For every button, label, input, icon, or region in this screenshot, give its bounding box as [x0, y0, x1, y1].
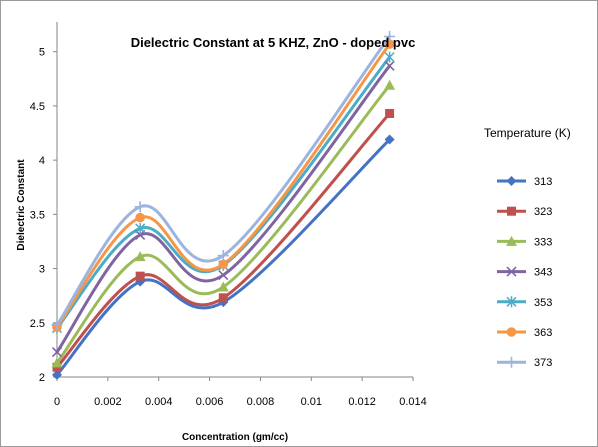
legend-label-333: 333	[534, 236, 552, 248]
legend-label-373: 373	[534, 357, 552, 369]
data-point-333	[217, 281, 229, 292]
data-point-353	[135, 222, 146, 234]
data-point-353	[384, 51, 395, 63]
legend-marker-353	[506, 296, 517, 308]
legend-marker-363	[506, 327, 517, 337]
series-line-343	[55, 64, 392, 354]
data-point-313	[52, 369, 62, 380]
y-tick-label: 4.5	[30, 101, 45, 113]
data-point-333	[134, 251, 146, 262]
legend-marker-313	[506, 176, 517, 186]
series-line-353	[55, 55, 392, 330]
legend: 313 323 333 343 353 363 373	[497, 176, 552, 369]
x-axis-title: Concentration (gm/cc)	[182, 432, 288, 443]
legend-label-353: 353	[534, 297, 552, 309]
data-point-333	[384, 79, 396, 90]
legend-title: Temperature (K)	[484, 126, 571, 140]
legend-marker-323	[507, 206, 516, 216]
data-point-333	[51, 357, 63, 368]
data-point-363	[384, 39, 395, 49]
legend-label-313: 313	[534, 176, 552, 188]
data-point-343	[218, 270, 229, 281]
data-point-373	[217, 250, 229, 262]
data-point-373	[134, 201, 146, 213]
legend-label-323: 323	[534, 206, 552, 218]
series-line-363	[55, 42, 392, 329]
x-tick-label: 0.014	[399, 396, 427, 408]
y-tick-label: 2	[39, 372, 45, 384]
series-line-323	[55, 112, 392, 369]
data-point-313	[384, 134, 395, 145]
series-markers	[51, 31, 396, 380]
data-point-343	[51, 346, 63, 358]
x-tick-label: 0.012	[348, 396, 376, 408]
data-point-363	[135, 212, 145, 223]
data-point-323	[385, 108, 395, 118]
legend-marker-373	[506, 356, 517, 368]
series-line-373	[55, 35, 392, 327]
series-line-313	[55, 138, 392, 377]
axes: 2 2.5 3 3.5 4 4.5 5 0 0.002 0.004 0.006 0.008 0.01 0.…	[30, 22, 427, 408]
legend-marker-333	[506, 235, 517, 246]
chart-title: Dielectric Constant at 5 KHZ, ZnO - dope…	[131, 35, 416, 50]
y-axis-title: Dielectric Constant	[16, 159, 27, 251]
y-tick-label: 5	[39, 47, 45, 59]
y-tick-label: 4	[39, 155, 45, 167]
x-tick-label: 0.01	[301, 396, 322, 408]
data-point-373	[51, 319, 63, 331]
series-line-333	[55, 83, 392, 365]
series-lines	[55, 35, 392, 377]
y-tick-label: 2.5	[30, 318, 45, 330]
x-tick-label: 0.002	[94, 396, 122, 408]
y-tick-label: 3.5	[30, 209, 45, 221]
data-point-363	[218, 259, 229, 270]
legend-label-343: 343	[534, 267, 552, 279]
data-point-343	[384, 60, 395, 71]
data-point-373	[384, 31, 396, 43]
x-tick-label: 0	[54, 396, 60, 408]
legend-label-363: 363	[534, 327, 552, 339]
x-tick-label: 0.008	[247, 396, 275, 408]
y-tick-label: 3	[39, 264, 45, 276]
x-tick-label: 0.006	[196, 396, 224, 408]
data-point-323	[218, 293, 228, 303]
data-point-323	[135, 271, 145, 281]
x-tick-label: 0.004	[145, 396, 173, 408]
legend-marker-343	[506, 266, 517, 277]
